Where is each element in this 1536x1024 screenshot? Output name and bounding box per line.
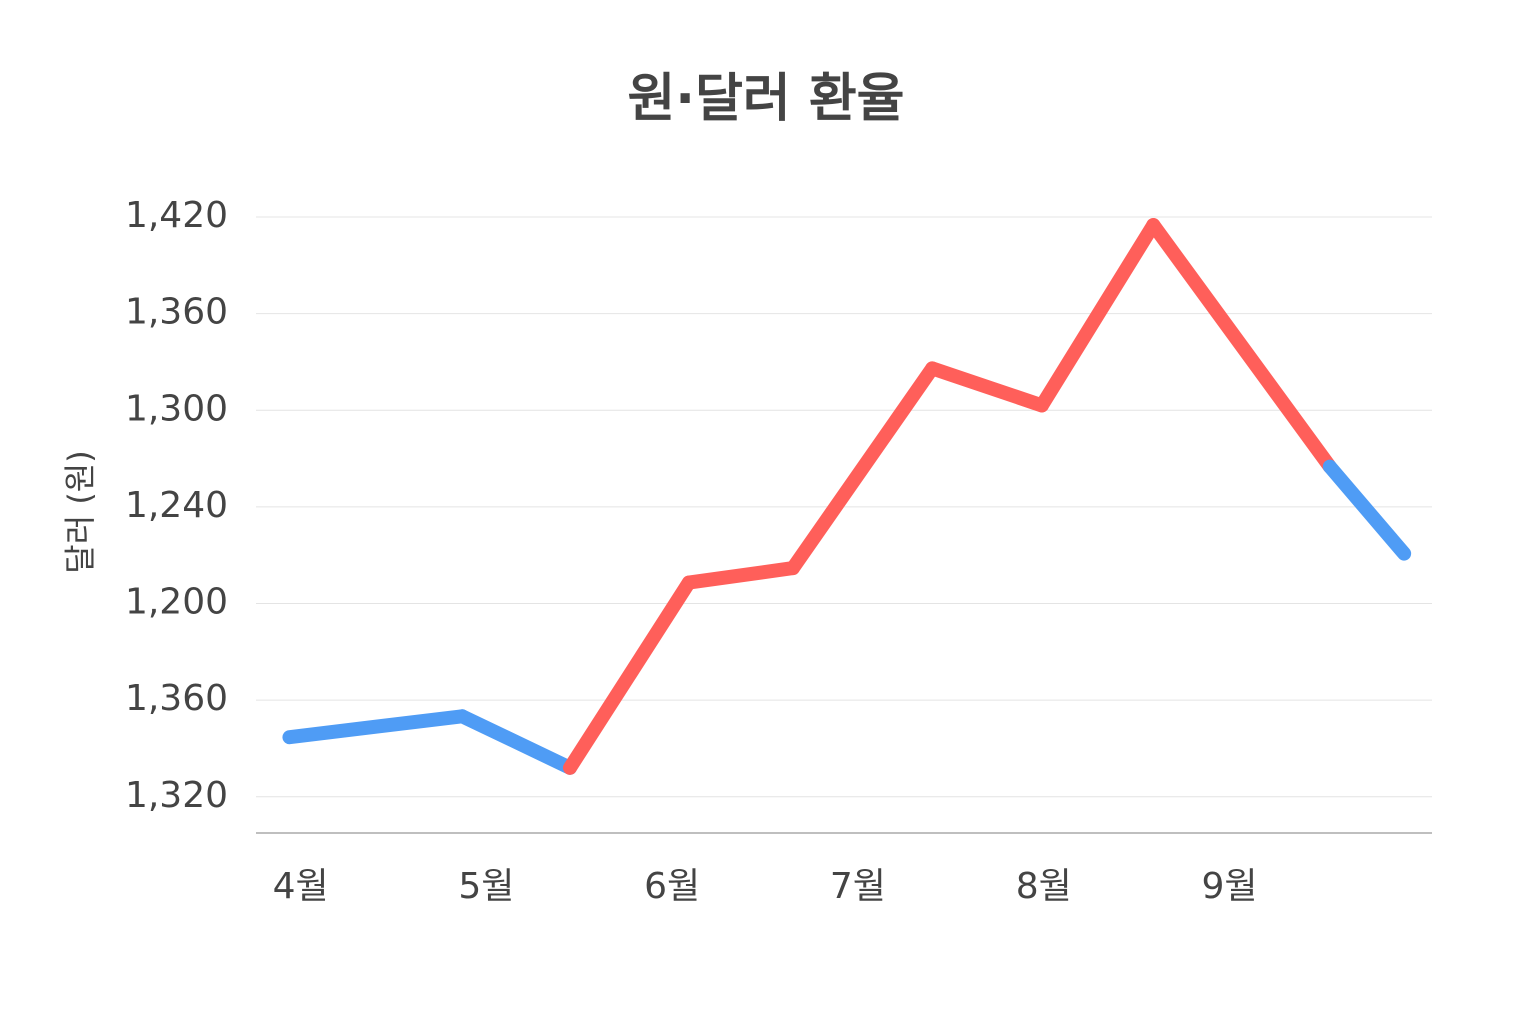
x-tick-label: 5월	[458, 866, 514, 907]
line-segment	[785, 361, 940, 576]
y-tick-label: 1,360	[125, 678, 228, 719]
y-tick-label: 1,320	[125, 775, 228, 816]
x-tick-label: 6월	[644, 866, 700, 907]
y-tick-label: 1,240	[125, 485, 228, 526]
x-tick-label: 8월	[1016, 866, 1072, 907]
line-segment	[925, 361, 1049, 413]
line-segment	[681, 561, 800, 590]
line-segment	[282, 709, 470, 745]
line-segment	[455, 709, 577, 775]
line-segment	[1322, 459, 1412, 561]
line-segment	[1146, 218, 1337, 474]
x-tick-label: 4월	[273, 866, 329, 907]
y-tick-label: 1,360	[125, 292, 228, 333]
chart-title: 원·달러 환율	[627, 69, 904, 129]
y-tick-label: 1,420	[125, 195, 228, 236]
line-segment	[562, 575, 696, 775]
line-segment	[1034, 218, 1161, 413]
y-tick-label: 1,300	[125, 388, 228, 429]
x-tick-label: 7월	[830, 866, 886, 907]
y-axis-label: 달러 (원)	[61, 450, 99, 573]
y-tick-label: 1,200	[125, 582, 228, 623]
x-tick-label: 9월	[1201, 866, 1257, 907]
